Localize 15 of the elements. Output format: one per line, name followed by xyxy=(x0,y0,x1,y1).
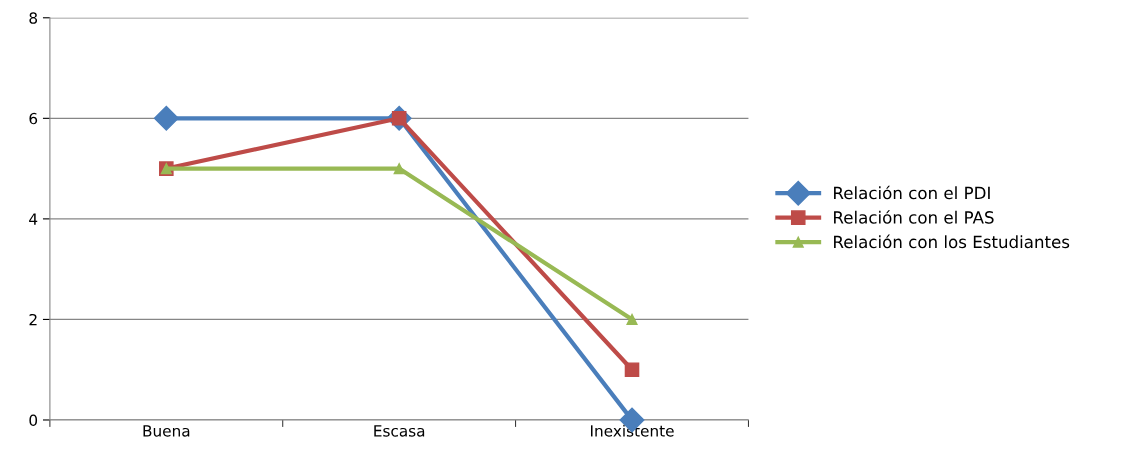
point xyxy=(626,313,638,325)
y-tick-label: 4 xyxy=(29,213,38,225)
x-tick-label: Escasa xyxy=(374,425,425,437)
legend-label: Relación con el PDI xyxy=(834,185,990,200)
x-tick-label: Inexistente xyxy=(591,424,674,437)
legend-label: Relación con el PAS xyxy=(834,210,994,224)
y-tick-label: 8 xyxy=(29,12,38,24)
point xyxy=(393,163,405,175)
y-tick-label: 6 xyxy=(29,112,38,125)
y-tick-label: 0 xyxy=(29,414,38,426)
point xyxy=(153,105,179,131)
y-tick-label: 2 xyxy=(29,313,37,326)
legend-label: Relación con los Estudiantes xyxy=(834,234,1070,249)
point xyxy=(624,362,640,377)
x-tick-label: Buena xyxy=(143,425,190,437)
